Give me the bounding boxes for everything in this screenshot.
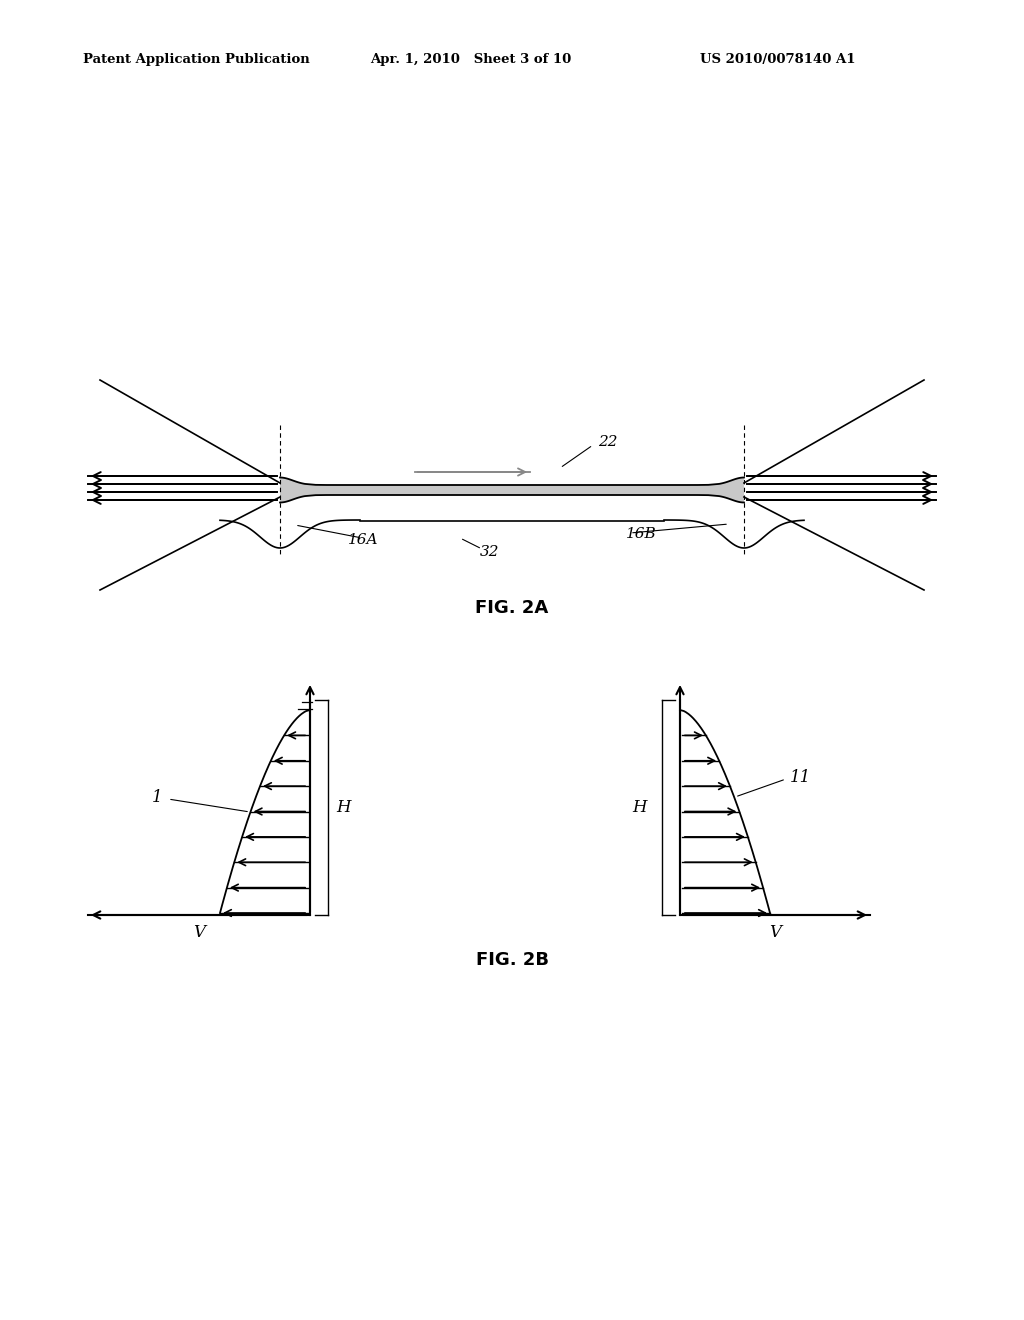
Text: V: V (769, 924, 781, 941)
Text: Apr. 1, 2010   Sheet 3 of 10: Apr. 1, 2010 Sheet 3 of 10 (370, 54, 571, 66)
Text: 16B: 16B (626, 527, 656, 541)
Text: 22: 22 (598, 436, 617, 449)
Text: FIG. 2B: FIG. 2B (475, 950, 549, 969)
Text: 11: 11 (790, 768, 811, 785)
Text: 1: 1 (152, 788, 163, 805)
Text: H: H (336, 799, 350, 816)
Polygon shape (280, 478, 744, 503)
Text: US 2010/0078140 A1: US 2010/0078140 A1 (700, 54, 855, 66)
Text: H: H (633, 799, 647, 816)
Text: Patent Application Publication: Patent Application Publication (83, 54, 309, 66)
Text: V: V (193, 924, 205, 941)
Text: 16A: 16A (348, 533, 379, 546)
Text: FIG. 2A: FIG. 2A (475, 599, 549, 616)
Text: 32: 32 (480, 545, 500, 558)
